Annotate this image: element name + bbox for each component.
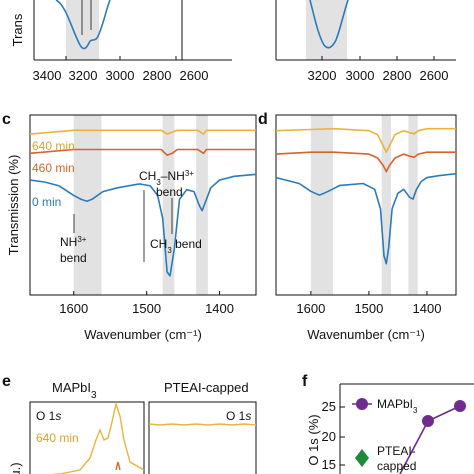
band-c-1: [162, 115, 175, 295]
legend-label-pteai-2: capped: [377, 459, 416, 473]
xtick-b-4: 2600: [420, 68, 449, 83]
panel-e: e MAPbI3 PTEAI-capped O 1s O 1s 640 min …: [2, 373, 257, 474]
panel-c: c 640 min 460 min 0 min NH3+ bend CH3–NH…: [2, 111, 257, 342]
annotation-ch3: CH3 bend: [150, 198, 202, 255]
frame-e-right: [148, 401, 257, 474]
series-c-2: [29, 173, 257, 277]
xlabel-d: Wavenumber (cm⁻¹): [307, 327, 425, 342]
series-label-460: 460 min: [32, 161, 75, 175]
band-c-2: [196, 115, 208, 295]
point-f-1: [422, 415, 434, 427]
series-label-0: 0 min: [32, 195, 61, 209]
svg-text:bend: bend: [60, 251, 87, 265]
band-d-0: [310, 115, 333, 295]
panel-letter-f: f: [302, 373, 308, 390]
ylabel-c: Transmission (%): [6, 155, 21, 256]
ytick-f-25: 25: [322, 399, 336, 414]
o1s-e-right: O 1s: [226, 409, 251, 423]
frame-d: [275, 114, 457, 296]
series-e-left-red: [115, 461, 121, 471]
o1s-e-left: O 1s: [36, 409, 61, 423]
series-label-640: 640 min: [32, 139, 75, 153]
svg-text:CH3–NH3+: CH3–NH3+: [139, 169, 194, 187]
series-e-left: [49, 401, 145, 474]
series-d-0: [275, 127, 456, 153]
xtick-a-3: 3000: [106, 68, 135, 83]
series-c-0: [29, 129, 256, 135]
band-d-2: [408, 115, 418, 295]
title-e-right: PTEAI-capped: [164, 380, 249, 395]
ylabel-e: u.): [8, 462, 23, 474]
xtick-a-4: 2800: [143, 68, 172, 83]
svg-text:CH3 bend: CH3 bend: [150, 237, 202, 255]
ytick-f-20: 20: [322, 429, 336, 444]
panel-letter-e: e: [2, 373, 11, 390]
panel-b: 3200 3000 2800 2600: [275, 0, 456, 83]
xtick-a-5: 2600: [180, 68, 209, 83]
band-a: [66, 0, 99, 60]
panel-f: f 25 20 15 O 1s (%) MAPbI3 PTEAI- capped: [302, 373, 474, 474]
xtick-a-2: 3200: [69, 68, 98, 83]
ytick-f-15: 15: [322, 457, 336, 472]
frame-e-left: [29, 401, 145, 474]
xtick-d-1500: 1500: [354, 301, 383, 316]
panel-letter-d: d: [258, 111, 268, 128]
series-d-1: [275, 151, 456, 173]
xlabel-c: Wavenumber (cm⁻¹): [84, 327, 202, 342]
ylabel-a: Trans: [10, 13, 25, 46]
svg-text:bend: bend: [156, 185, 183, 199]
series-b: [309, 0, 349, 49]
legend-label-pteai-1: PTEAI-: [377, 444, 416, 458]
xtick-b-2: 3000: [346, 68, 375, 83]
title-e-left: MAPbI3: [52, 380, 97, 401]
legend-marker-pteai: [355, 449, 369, 467]
annotation-nh3: NH3+ bend: [60, 214, 87, 265]
band-c-0: [73, 115, 102, 295]
series-d-2: [275, 172, 457, 265]
xtick-a-1: 3400: [33, 68, 62, 83]
legend-label-mapbi3: MAPbI3: [377, 397, 418, 415]
xtick-b-3: 2800: [383, 68, 412, 83]
xtick-c-1600: 1600: [59, 301, 88, 316]
panel-letter-c: c: [2, 111, 11, 128]
annotation-ch3nh3: CH3–NH3+ bend: [139, 169, 194, 262]
svg-text:NH3+: NH3+: [60, 235, 87, 250]
panel-d: d 1600 1500 1400 Wavenumber (cm⁻¹): [258, 111, 457, 342]
ylabel-f: O 1s (%): [306, 414, 321, 465]
xtick-c-1400: 1400: [205, 301, 234, 316]
time-label-e: 640 min: [36, 431, 79, 445]
xtick-c-1500: 1500: [132, 301, 161, 316]
xtick-d-1600: 1600: [296, 301, 325, 316]
xtick-b-1: 3200: [308, 68, 337, 83]
frame-c: [29, 114, 257, 296]
series-c-1: [29, 148, 256, 156]
panel-a: Trans 3400 3200 3000 2800 2600: [10, 0, 232, 83]
point-f-2: [454, 400, 466, 412]
series-a: [55, 0, 111, 50]
series-e-right: [148, 423, 257, 426]
band-d-1: [381, 115, 391, 295]
xtick-d-1400: 1400: [413, 301, 442, 316]
